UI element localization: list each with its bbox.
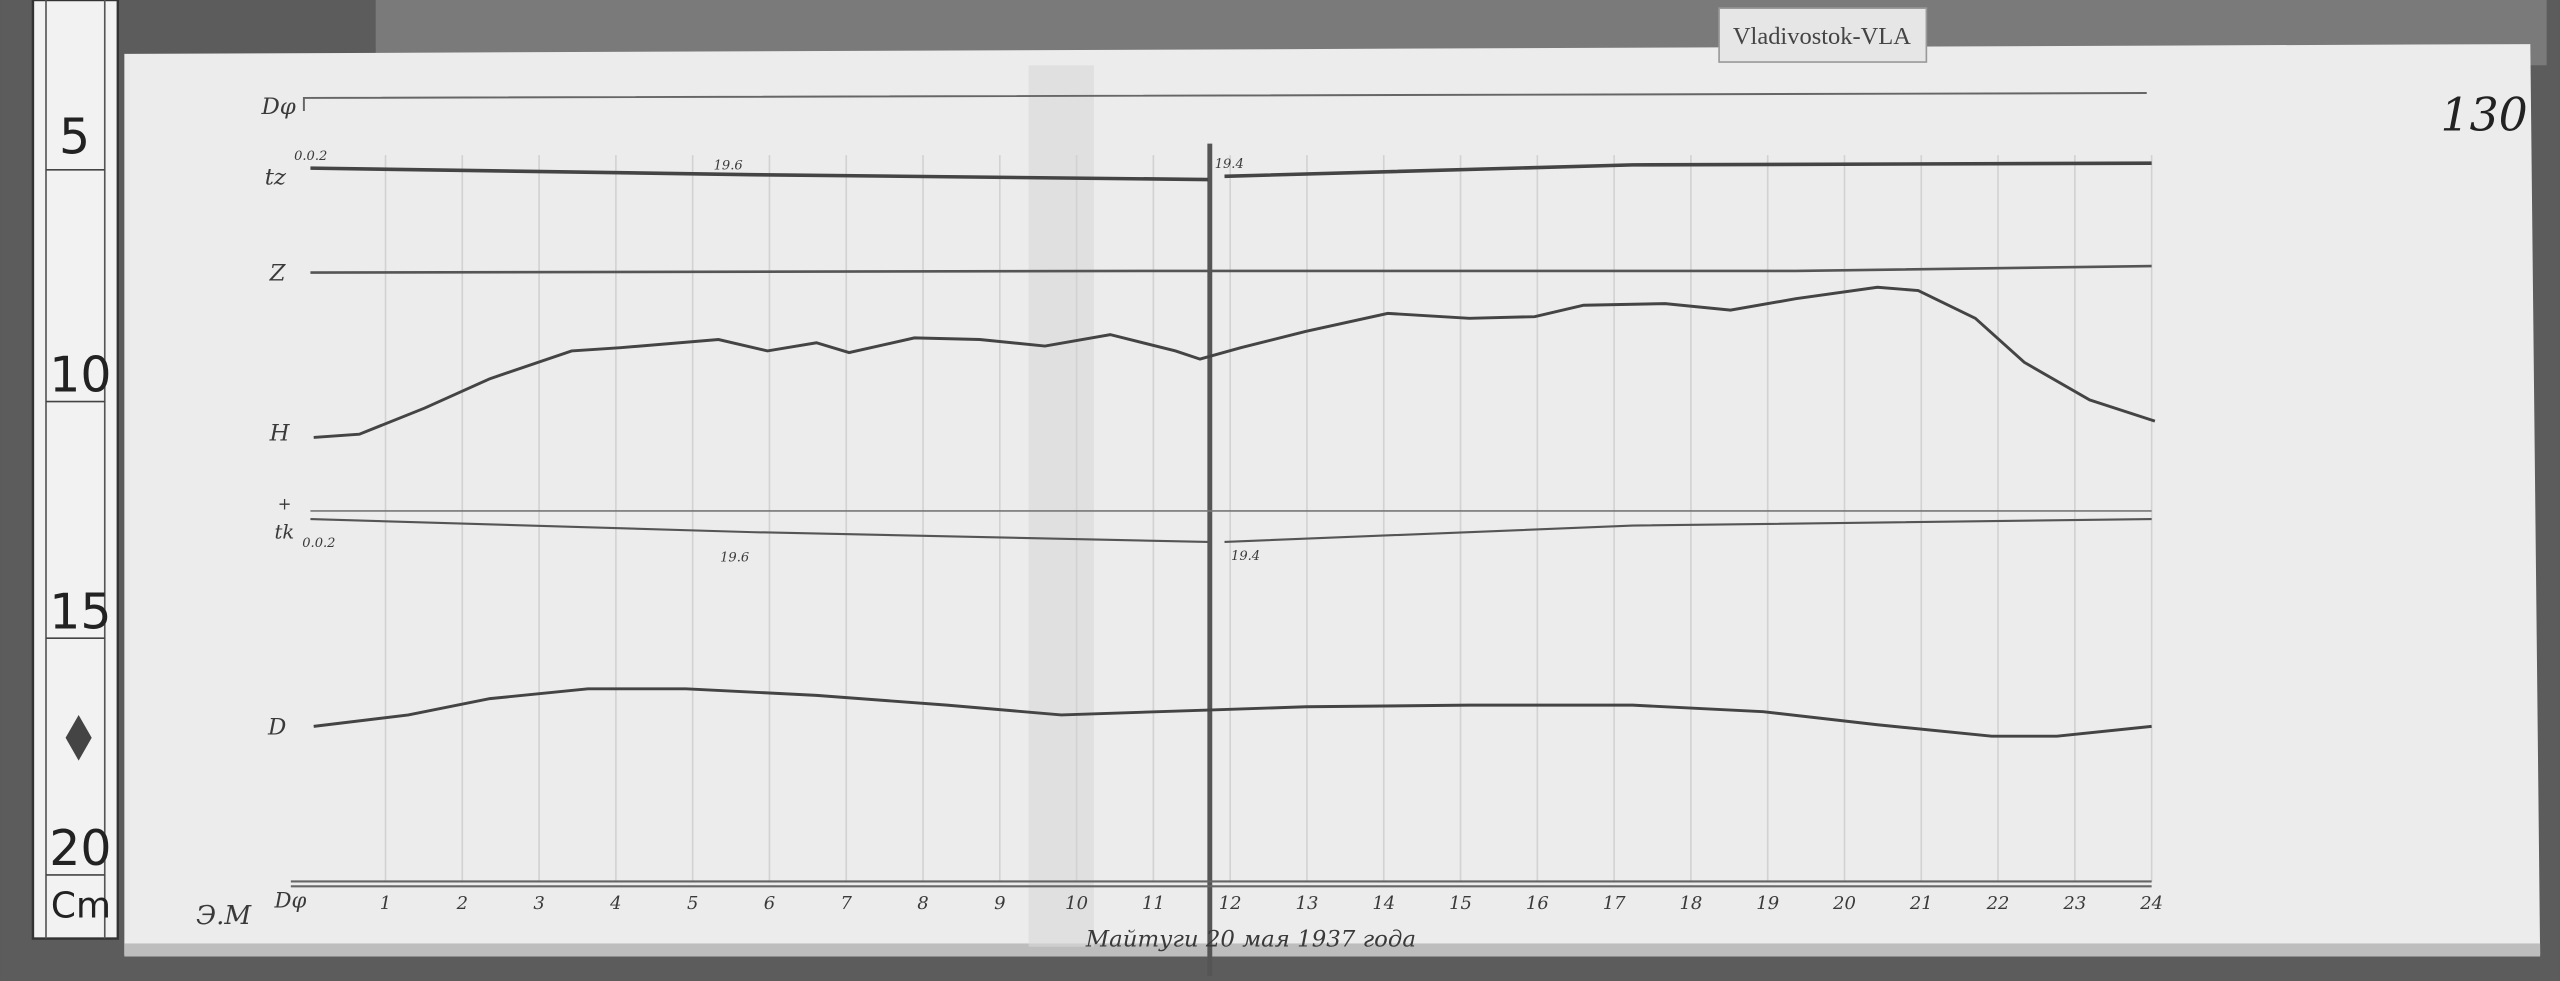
label-h-sign: +	[278, 494, 292, 513]
hour-label: 19	[1756, 893, 1779, 914]
ruler-unit: Cm	[51, 885, 111, 926]
tk-trace-left	[310, 518, 1209, 543]
label-d: D	[267, 715, 286, 741]
hour-label: 13	[1296, 893, 1319, 914]
hour-label: 9	[994, 893, 1005, 914]
tz-trace-right	[1224, 161, 2152, 179]
paper-bottom-edge	[124, 943, 2541, 957]
d-phi-baseline	[302, 92, 2147, 111]
tz-trace-left	[310, 166, 1209, 182]
hour-label: 22	[1986, 893, 2010, 914]
label-bottom-left: Э.М	[196, 901, 252, 931]
hour-label: 8	[917, 893, 928, 914]
station-label: Vladivostok-VLA	[1733, 23, 1911, 50]
label-tk: tk	[275, 521, 295, 544]
hour-label: 16	[1526, 893, 1549, 914]
caption: Майтуги 20 мая 1937 года	[1085, 927, 1416, 953]
tk-trace-right	[1224, 518, 2152, 543]
hour-grid	[384, 155, 2153, 882]
d-trace	[313, 687, 2152, 738]
paper-sheet	[124, 44, 2541, 955]
hour-label: 3	[533, 893, 544, 914]
label-bottom-axis: Dφ	[274, 889, 307, 914]
label-tz: tz	[265, 164, 287, 190]
hour-label: 21	[1909, 893, 1933, 914]
hour-label: 11	[1142, 893, 1165, 914]
z-trace	[310, 264, 2152, 274]
h-trace	[313, 285, 2156, 439]
hour-label: 20	[1832, 893, 1856, 914]
label-d-phi: Dφ	[260, 94, 295, 120]
hour-label: 1	[380, 893, 391, 914]
hour-label: 15	[1449, 893, 1472, 914]
hour-label: 4	[609, 893, 621, 914]
annotation-tz-left: 19.6	[714, 159, 743, 174]
hour-label: 23	[2062, 893, 2086, 914]
label-tz-scale: 0.0.2	[294, 149, 327, 164]
hour-label: 14	[1372, 893, 1395, 914]
hour-label: 24	[2139, 893, 2163, 914]
hour-label: 18	[1679, 893, 1702, 914]
ruler-mark-5: 5	[59, 108, 90, 165]
hour-labels: 1 2 3 4 5 6 7 8 9 10 11 12 13 14 15 16 17 18 19 20 21 22 23 24	[380, 893, 2163, 914]
sheet-number: 130	[2441, 89, 2528, 142]
hour-label: 17	[1603, 893, 1626, 914]
measuring-ruler	[31, 0, 120, 940]
hour-label: 6	[764, 893, 775, 914]
hour-label: 10	[1065, 893, 1088, 914]
annotation-tk-right: 19.4	[1231, 549, 1260, 564]
hour-label: 7	[841, 893, 853, 914]
annotation-tk-left: 19.6	[720, 551, 749, 566]
label-z: Z	[269, 261, 287, 287]
annotation-tz-right: 19.4	[1215, 157, 1244, 172]
label-h: H	[269, 421, 291, 447]
ruler-mark-20: 20	[49, 820, 111, 877]
fold-shadow	[1028, 65, 1094, 947]
ruler-mark-15: 15	[49, 583, 111, 640]
hour-label: 12	[1219, 893, 1242, 914]
ruler-mark-10: 10	[49, 347, 111, 404]
station-label-card	[1718, 7, 1928, 63]
hour-label: 2	[456, 893, 468, 914]
hour-label: 5	[687, 893, 698, 914]
label-tk-scale: 0.0.2	[302, 536, 335, 551]
